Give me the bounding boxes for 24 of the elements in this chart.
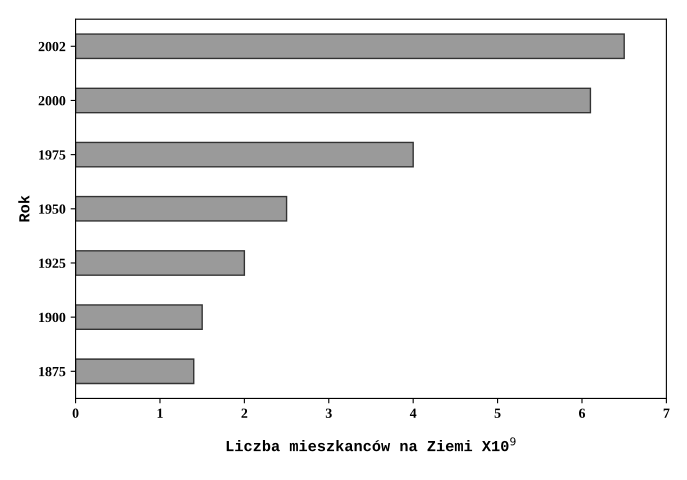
y-tick-label: 1950 (39, 204, 66, 214)
bar (76, 196, 288, 222)
y-tick-label: 1975 (39, 150, 66, 160)
x-tick-label: 4 (410, 408, 416, 418)
bar (76, 88, 592, 114)
x-tick-label: 2 (241, 408, 248, 418)
x-tick-label: 1 (158, 408, 163, 418)
bar (76, 250, 246, 276)
x-tick-label: 3 (326, 408, 332, 418)
x-tick-label: 7 (664, 408, 670, 418)
x-axis-title: Liczba mieszkanców na Ziemi X10$^{9}$ (226, 437, 516, 452)
y-tick-label: 2000 (38, 96, 66, 106)
y-axis-title: Rok (18, 195, 30, 222)
bar (76, 33, 625, 60)
bar (76, 142, 414, 168)
y-tick-label: 2002 (38, 42, 66, 52)
x-tick-label: 0 (72, 408, 79, 418)
y-tick-label: 1925 (39, 258, 66, 268)
bar (76, 358, 194, 384)
x-tick-label: 5 (494, 408, 501, 418)
y-tick-label: 1900 (39, 312, 66, 322)
x-tick-label: 6 (578, 408, 586, 418)
y-tick-label: 1875 (39, 366, 66, 376)
bar (76, 304, 203, 330)
